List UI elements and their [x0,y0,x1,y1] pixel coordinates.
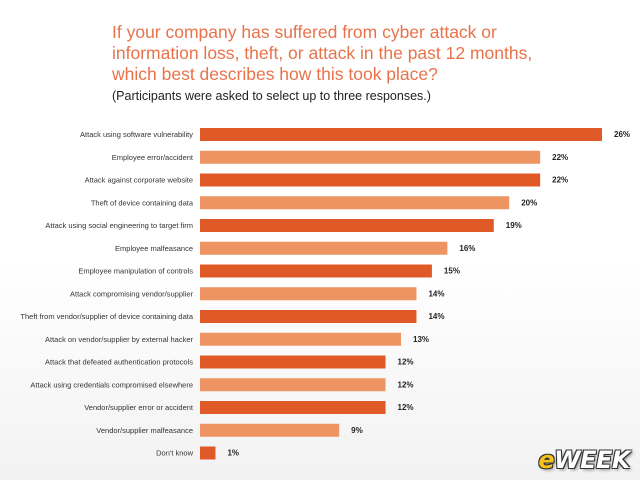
category-label: Attack compromising vendor/supplier [70,289,193,298]
bar [200,264,432,278]
value-label: 26% [614,130,630,139]
category-label: Employee malfeasance [115,244,193,253]
value-label: 9% [351,426,363,435]
category-label: Vendor/supplier malfeasance [96,426,193,435]
value-label: 15% [444,267,460,276]
value-label: 12% [398,358,414,367]
category-label: Attack against corporate website [85,176,193,185]
logo-week: WEEK [554,446,630,474]
category-label: Attack that defeated authentication prot… [45,358,193,367]
bar [200,173,541,187]
bar [200,241,448,255]
category-label: Attack using credentials compromised els… [30,380,193,389]
category-label: Theft from vendor/supplier of device con… [20,312,193,321]
value-label: 12% [398,380,414,389]
category-label: Attack on vendor/supplier by external ha… [45,335,193,344]
logo-e: e [538,446,555,474]
chart-title-line-3: which best describes how this took place… [112,64,438,84]
bar [200,332,401,346]
bar [200,310,417,323]
value-label: 13% [413,335,429,344]
bar [200,355,386,369]
bar [200,128,602,141]
value-label: 22% [552,176,568,185]
category-label: Employee error/accident [112,153,194,162]
category-label: Theft of device containing data [91,198,194,207]
value-label: 22% [552,153,568,162]
category-label: Don't know [156,449,193,458]
chart-title-line-1: If your company has suffered from cyber … [112,22,497,42]
value-label: 14% [428,312,444,321]
bar [200,401,386,414]
chart-title: If your company has suffered from cyber … [112,22,612,85]
bar [200,287,417,301]
bar [200,423,340,437]
value-label: 20% [521,198,537,207]
bar [200,378,386,392]
category-label: Attack using software vulnerability [80,130,193,139]
chart-title-line-2: information loss, theft, or attack in th… [112,43,533,63]
value-label: 12% [398,403,414,412]
bar [200,196,510,210]
bar [200,219,494,232]
category-label: Employee manipulation of controls [78,267,193,276]
value-label: 19% [506,221,522,230]
category-label: Vendor/supplier error or accident [84,403,194,412]
eweek-logo: eWEEK [538,446,630,474]
value-label: 16% [459,244,475,253]
bar [200,150,541,164]
bar [200,446,216,460]
chart-title-block: If your company has suffered from cyber … [112,22,612,104]
category-label: Attack using social engineering to targe… [45,221,193,230]
value-label: 14% [428,289,444,298]
chart-subtitle: (Participants were asked to select up to… [112,89,431,103]
value-label: 1% [227,449,239,458]
